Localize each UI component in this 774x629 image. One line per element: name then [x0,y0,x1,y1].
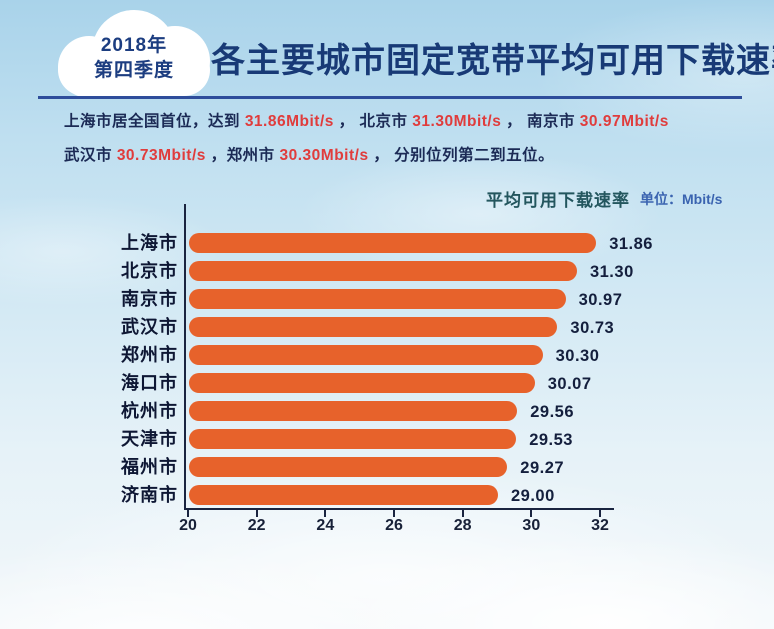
page-title: 各主要城市固定宽带平均可用下载速率 [211,42,774,80]
x-axis-tick-label: 20 [179,517,197,534]
summary-text: 武汉市 [64,147,117,164]
quarter-badge-text: 2018年 第四季度 [56,6,212,98]
bar [189,457,508,477]
category-label: 济南市 [121,485,178,505]
x-axis-tick [530,508,533,517]
summary-value: 30.30Mbit/s [279,147,369,164]
bar-value: 29.56 [530,403,575,421]
bar-row: 福州市 29.27 [0,457,774,485]
bar-value: 31.86 [609,235,653,253]
category-label: 杭州市 [121,401,178,421]
bar [189,485,498,505]
bar-row: 武汉市 30.73 [0,317,774,345]
x-axis-tick [393,508,395,517]
bar-row: 杭州市 29.56 [0,401,774,429]
bar [189,401,518,421]
cloud-base [58,44,210,96]
x-axis-line [184,508,614,510]
bar-value: 29.00 [511,487,555,505]
x-axis-tick [255,508,258,517]
x-axis-tick [324,508,327,517]
x-axis-tick [599,508,601,517]
bar-value: 30.73 [570,319,615,337]
category-label: 福州市 [121,457,178,477]
x-axis-tick-label: 24 [316,517,335,534]
category-label: 南京市 [121,289,178,309]
summary-value: 31.86Mbit/s [244,113,334,130]
summary-text: 上海市居全国首位，达到 [64,113,245,130]
x-axis-tick-label: 30 [522,517,541,534]
header-divider [38,96,742,99]
summary-value: 30.73Mbit/s [116,147,206,164]
bar-value: 29.53 [529,431,573,449]
bar-row: 海口市 30.07 [0,373,774,401]
summary-text: ， 分别位列第二到五位。 [368,147,555,164]
category-label: 武汉市 [121,317,178,337]
summary-text: ， 南京市 [501,113,580,130]
summary-paragraph: 上海市居全国首位，达到 31.86Mbit/s ， 北京市 31.30Mbit/… [64,105,736,173]
summary-line-1: 上海市居全国首位，达到 31.86Mbit/s ， 北京市 31.30Mbit/… [64,105,736,139]
bar-row: 上海市 31.86 [0,233,774,261]
bar-value: 30.07 [547,375,592,393]
bar-value: 30.30 [555,347,600,365]
y-axis-line [184,204,186,510]
quarter-badge: 2018年 第四季度 [56,6,212,98]
bar-value: 30.97 [578,291,623,309]
x-axis-tick [187,508,189,517]
x-axis-tick-label: 26 [385,517,403,534]
bar [189,317,558,337]
bar [189,373,535,393]
summary-value: 30.97Mbit/s [579,113,669,130]
summary-text: ，郑州市 [205,147,280,164]
bar [189,233,597,253]
bar [189,345,543,365]
summary-text: ， 北京市 [333,113,413,130]
bar-row: 天津市 29.53 [0,429,774,457]
bar [189,261,577,281]
badge-year: 2018年 [100,35,168,56]
bar-row: 济南市 29.00 [0,485,774,513]
bar [189,429,517,449]
bar-row: 南京市 30.97 [0,289,774,317]
category-label: 郑州市 [121,345,178,365]
bar-value: 29.27 [520,459,565,477]
chart-unit-label: 单位：Mbit/s [640,191,723,207]
bar-value: 31.30 [589,263,634,281]
category-label: 北京市 [121,261,178,281]
x-axis-tick-label: 32 [591,517,609,534]
x-axis-tick [461,508,464,517]
bar-row: 北京市 31.30 [0,261,774,289]
x-axis-tick-label: 22 [247,517,266,534]
category-label: 上海市 [121,233,178,253]
category-label: 海口市 [121,373,178,393]
bar-row: 郑州市 30.30 [0,345,774,373]
summary-value: 31.30Mbit/s [412,113,502,130]
badge-quarter: 第四季度 [93,60,174,81]
summary-line-2: 武汉市 30.73Mbit/s ，郑州市 30.30Mbit/s ， 分别位列第… [64,139,736,173]
x-axis-tick-label: 28 [453,517,472,534]
chart-title: 平均可用下载速率 [486,191,630,210]
category-label: 天津市 [121,429,178,449]
bar [189,289,566,309]
